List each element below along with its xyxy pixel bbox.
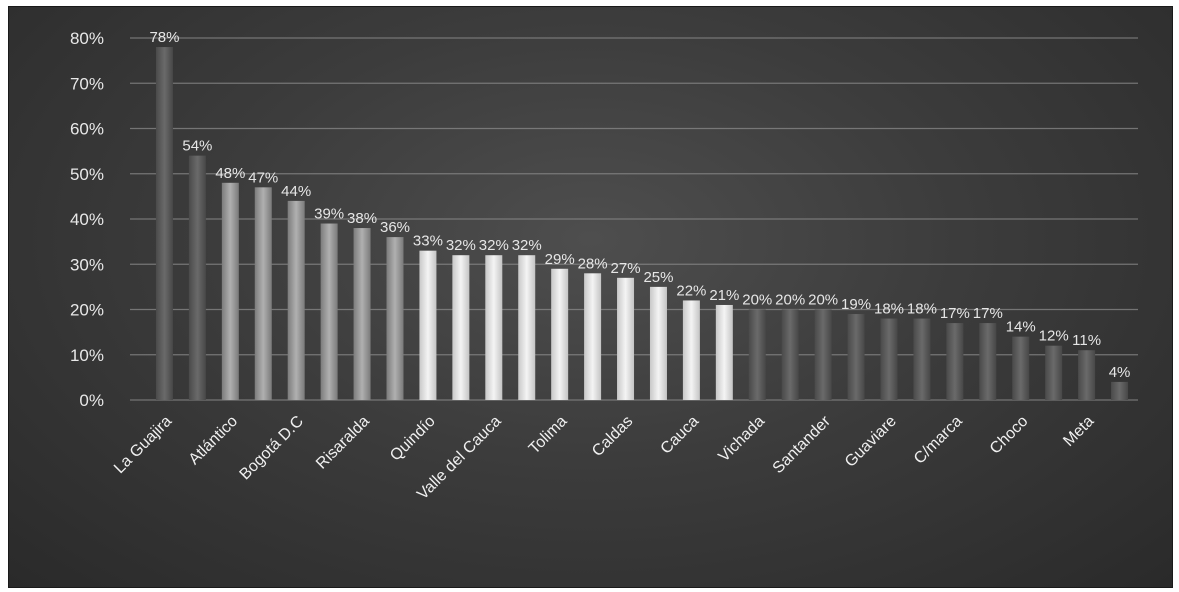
category-label: Risaralda <box>313 413 373 473</box>
category-label: C/marca <box>911 413 966 468</box>
y-tick-label: 60% <box>70 120 104 139</box>
bar <box>682 300 700 400</box>
category-label: Vichada <box>715 413 768 466</box>
bar <box>847 314 865 400</box>
y-tick-label: 40% <box>70 210 104 229</box>
data-label: 17% <box>973 305 1003 322</box>
data-label: 32% <box>512 237 542 254</box>
bar <box>781 309 799 400</box>
bar <box>188 155 206 400</box>
bar <box>1111 381 1129 400</box>
bar <box>320 223 338 400</box>
category-label: Meta <box>1060 413 1097 450</box>
y-tick-label: 20% <box>70 301 104 320</box>
bar <box>419 250 437 400</box>
category-label: Guaviare <box>842 413 900 471</box>
data-label: 28% <box>578 255 608 272</box>
bar <box>1045 345 1063 400</box>
data-label: 36% <box>380 219 410 236</box>
bar <box>1012 336 1030 400</box>
bar <box>254 187 272 400</box>
bar <box>649 286 667 400</box>
bar <box>617 277 635 400</box>
data-label: 4% <box>1109 364 1131 381</box>
data-label: 20% <box>808 292 838 309</box>
bar <box>946 323 964 400</box>
data-label: 22% <box>676 282 706 299</box>
category-label: Quindío <box>387 413 439 465</box>
category-label: Santander <box>770 412 835 477</box>
y-tick-label: 30% <box>70 255 104 274</box>
bar <box>386 237 404 400</box>
category-label: La Guajira <box>111 413 175 477</box>
data-label: 21% <box>709 287 739 304</box>
data-label: 32% <box>446 237 476 254</box>
bar <box>584 273 602 400</box>
y-axis-ticks: 0% 10% 20% 30% 40% 50% 60% 70% 80% <box>70 29 104 410</box>
data-label: 32% <box>479 237 509 254</box>
bar <box>485 255 503 400</box>
category-label: Cauca <box>658 413 703 458</box>
bar <box>353 228 371 400</box>
data-label: 47% <box>248 169 278 186</box>
bar <box>979 323 997 400</box>
data-label: 44% <box>281 183 311 200</box>
category-label: Atlántico <box>186 413 241 468</box>
data-label: 20% <box>775 292 805 309</box>
y-tick-label: 70% <box>70 74 104 93</box>
data-label: 54% <box>182 138 212 155</box>
data-label: 48% <box>215 165 245 182</box>
data-label: 27% <box>611 260 641 277</box>
bar <box>221 182 239 400</box>
data-label: 19% <box>841 296 871 313</box>
data-label: 20% <box>742 292 772 309</box>
y-tick-label: 80% <box>70 29 104 48</box>
data-label: 12% <box>1039 328 1069 345</box>
data-label: 17% <box>940 305 970 322</box>
bar <box>287 200 305 400</box>
category-label: Choco <box>987 413 1032 458</box>
category-label: Caldas <box>589 413 636 460</box>
data-label: 29% <box>545 251 575 268</box>
category-label: Bogotá D.C <box>237 413 308 484</box>
bar <box>518 255 536 400</box>
y-tick-label: 10% <box>70 346 104 365</box>
bars <box>155 47 1129 401</box>
bar <box>880 318 898 400</box>
data-label: 38% <box>347 210 377 227</box>
data-label: 33% <box>413 233 443 250</box>
bar <box>452 255 470 400</box>
category-label: Tolima <box>526 413 571 458</box>
y-tick-label: 0% <box>79 391 104 410</box>
data-label: 18% <box>874 301 904 318</box>
bar <box>814 309 832 400</box>
data-label: 14% <box>1006 319 1036 336</box>
data-label: 11% <box>1072 332 1101 349</box>
bar <box>715 304 733 400</box>
bar <box>913 318 931 400</box>
bar <box>1078 350 1096 400</box>
data-label: 18% <box>907 301 937 318</box>
bar <box>155 47 173 401</box>
bar <box>551 268 569 400</box>
data-label: 25% <box>643 269 673 286</box>
bar <box>748 309 766 400</box>
data-labels: 78%54%48% 47%44%39% 38%36%33% 32% 32% 32%29% 2… <box>149 29 1130 381</box>
data-label: 39% <box>314 206 344 223</box>
y-tick-label: 50% <box>70 165 104 184</box>
data-label: 78% <box>149 29 179 46</box>
